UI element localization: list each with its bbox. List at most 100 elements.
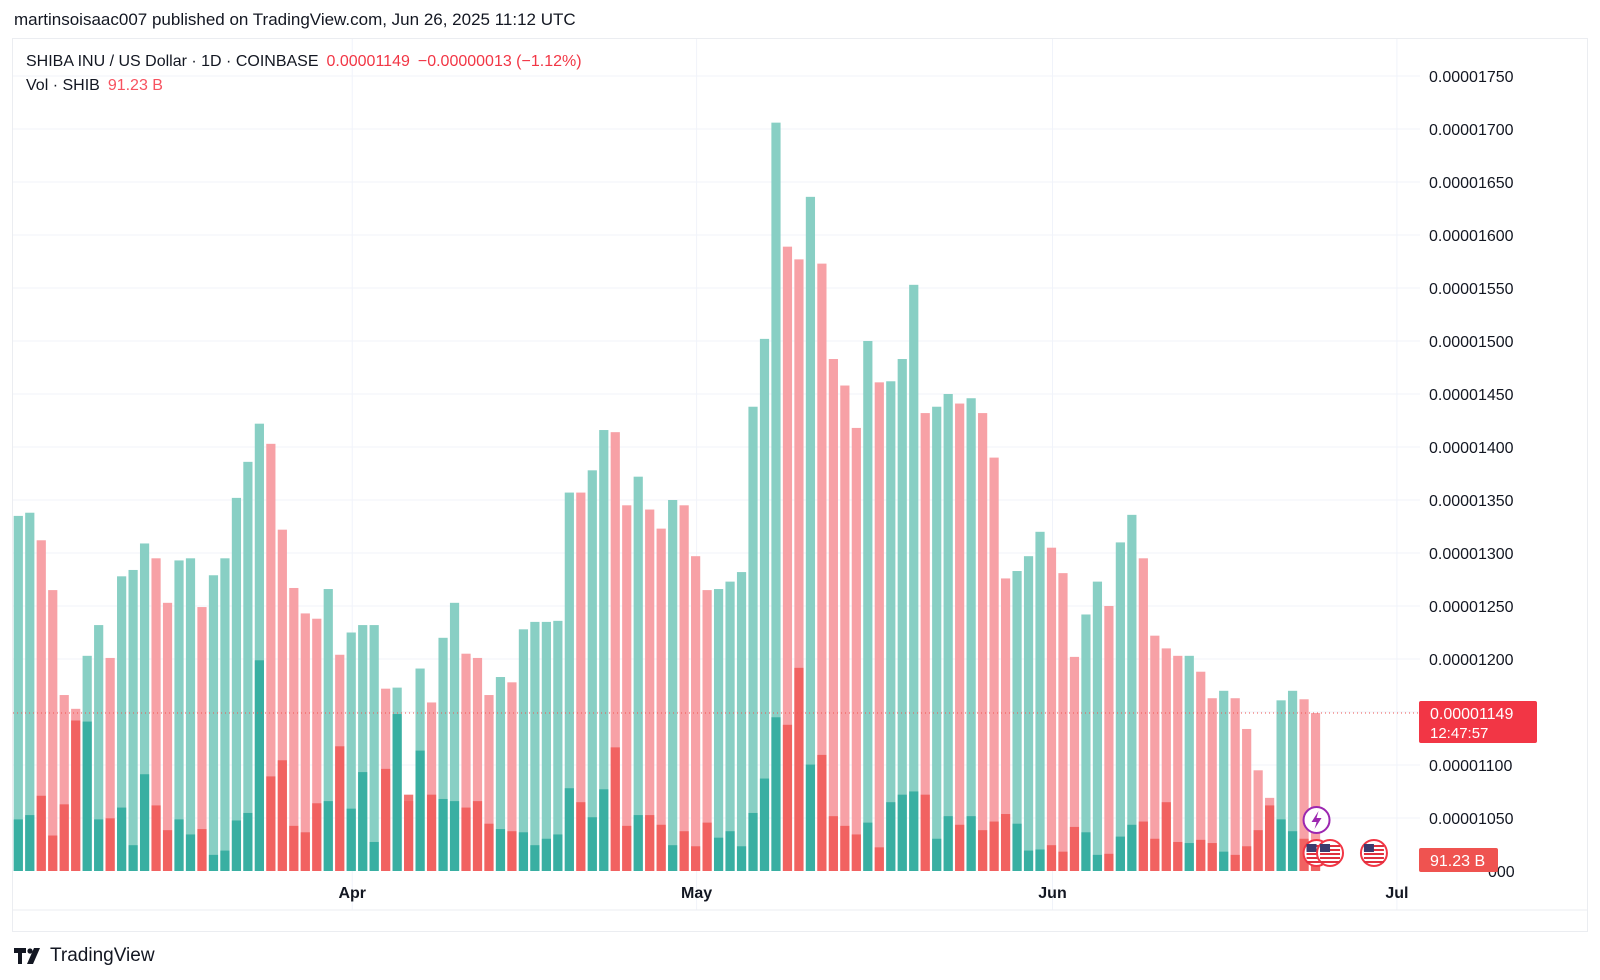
volume-bar	[1081, 832, 1091, 871]
volume-bar	[828, 816, 838, 871]
legend-volume-label[interactable]: Vol · SHIB	[26, 77, 100, 94]
price-axis-label: 0.00001700	[1429, 122, 1514, 139]
last-price-tag: 0.00001149 12:47:57	[1419, 701, 1537, 744]
volume-bar	[472, 801, 483, 871]
volume-bar	[220, 850, 230, 871]
price-bar	[679, 505, 689, 871]
price-bar	[656, 528, 666, 871]
price-bar	[1184, 655, 1194, 871]
price-bar	[1138, 558, 1148, 871]
volume-bar	[358, 772, 368, 871]
volume-bar	[725, 831, 735, 871]
price-axis-label: 0.00001500	[1429, 334, 1514, 351]
price-bar	[117, 576, 127, 871]
us-flag-icon[interactable]	[1316, 839, 1345, 867]
volume-bar	[978, 830, 988, 871]
price-bar	[220, 558, 230, 871]
price-tag-price: 0.00001149	[1430, 706, 1513, 723]
price-bar	[1081, 614, 1091, 871]
price-bar	[323, 589, 333, 871]
volume-bar	[495, 829, 506, 871]
price-bar	[289, 587, 299, 871]
volume-bar	[1127, 824, 1137, 871]
price-axis-label: 0.00001100	[1429, 758, 1512, 775]
chart-frame	[12, 38, 1588, 932]
volume-bar	[943, 816, 953, 871]
price-bar	[277, 529, 287, 871]
volume-bar	[94, 819, 104, 871]
volume-bar	[1092, 854, 1103, 871]
volume-bar	[564, 788, 574, 871]
price-bar	[36, 540, 46, 871]
price-bar	[1161, 648, 1171, 871]
volume-bar	[346, 808, 356, 871]
legend-change: −0.00000013 (−1.12%)	[417, 53, 582, 70]
volume-bar	[300, 832, 310, 871]
time-axis-label: Jul	[1385, 885, 1408, 902]
volume-bar	[1035, 849, 1045, 871]
price-bar	[782, 246, 793, 871]
volume-bar	[1242, 846, 1252, 871]
volume-bar	[863, 822, 873, 871]
price-axis-label: 0.00001300	[1429, 546, 1514, 563]
volume-bar	[633, 815, 643, 871]
volume-bar	[1253, 830, 1263, 871]
volume-bar	[381, 768, 391, 871]
price-bar	[185, 558, 196, 871]
price-bar	[1023, 556, 1034, 871]
price-bar	[312, 618, 322, 871]
volume-bar	[162, 830, 173, 871]
price-axis[interactable]: 0.00001750 0.00001700 0.00001650 0.00001600…	[1429, 69, 1515, 881]
volume-bar	[266, 776, 276, 871]
price-bar	[966, 398, 976, 871]
time-axis-label: Apr	[338, 885, 366, 902]
volume-tag-box	[1419, 848, 1498, 872]
price-bar	[438, 637, 448, 871]
price-bar	[25, 512, 35, 871]
volume-bar	[151, 805, 161, 871]
price-bar	[943, 394, 953, 871]
volume-bar	[243, 812, 253, 871]
tradingview-logo-icon	[14, 948, 40, 964]
volume-bar	[1104, 853, 1114, 871]
volume-bar	[897, 794, 907, 871]
volume-bar	[553, 834, 563, 871]
time-axis[interactable]: Apr May Jun Jul	[338, 885, 1408, 902]
volume-bar	[576, 802, 586, 871]
volume-bar	[254, 660, 264, 871]
volume-bar	[323, 801, 333, 871]
chart-legend: SHIBA INU / US Dollar · 1D · COINBASE 0.…	[26, 50, 582, 98]
lightning-icon[interactable]	[1302, 806, 1331, 834]
price-bar	[817, 263, 827, 871]
price-bar	[358, 625, 368, 871]
price-bar	[1069, 656, 1080, 871]
price-bar	[1230, 698, 1240, 871]
volume-bar	[587, 817, 597, 871]
volume-bar	[48, 835, 58, 871]
legend-symbol[interactable]: SHIBA INU / US Dollar · 1D · COINBASE	[26, 53, 319, 70]
volume-bar	[438, 798, 448, 871]
price-bar	[1000, 578, 1011, 871]
tradingview-logo[interactable]: TradingView	[14, 945, 155, 967]
volume-bar	[1161, 802, 1171, 871]
volume-bar	[920, 794, 930, 871]
us-flag-icon[interactable]	[1359, 839, 1388, 867]
price-bar	[94, 625, 104, 871]
price-bar	[541, 621, 551, 871]
volume-bars	[13, 660, 1321, 871]
price-axis-label: 0.00001250	[1429, 599, 1514, 616]
legend-volume-row: Vol · SHIB 91.23 B	[26, 74, 582, 98]
volume-bar	[966, 816, 976, 871]
price-bar	[1242, 728, 1252, 871]
event-markers[interactable]	[1302, 806, 1388, 867]
price-bar	[369, 625, 379, 871]
volume-bar	[805, 764, 816, 871]
volume-bar	[645, 815, 655, 871]
volume-bar	[449, 801, 460, 871]
price-bar	[794, 259, 804, 871]
volume-bar	[231, 820, 242, 871]
price-bar	[254, 423, 264, 871]
volume-bar	[1230, 854, 1240, 871]
price-bar	[932, 406, 942, 871]
